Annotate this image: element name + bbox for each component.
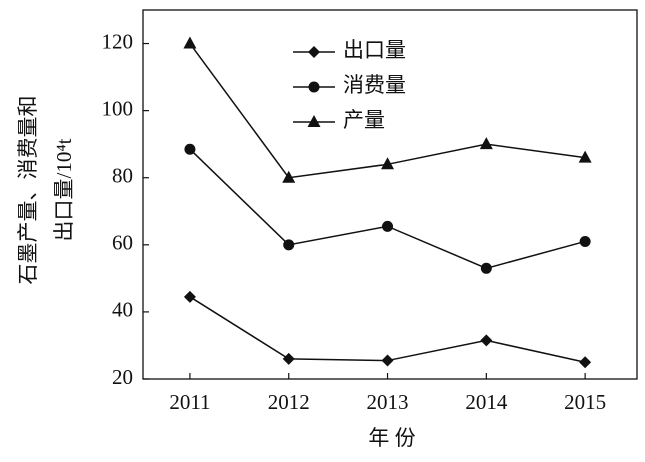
x-tick-label: 2012 (268, 390, 310, 414)
y-tick-label: 100 (102, 96, 134, 120)
legend-label: 消费量 (343, 73, 406, 97)
circle-marker (579, 235, 591, 247)
legend-label: 出口量 (343, 38, 406, 62)
circle-marker (283, 239, 295, 251)
triangle-marker (282, 170, 296, 183)
triangle-marker (381, 157, 395, 170)
y-tick-label: 40 (112, 298, 133, 322)
circle-marker (308, 81, 320, 93)
diamond-marker (381, 354, 394, 367)
triangle-marker (479, 137, 493, 150)
diamond-marker (282, 352, 295, 365)
triangle-marker (183, 36, 197, 49)
circle-marker (480, 262, 492, 274)
y-tick-label: 20 (112, 365, 133, 389)
x-axis-label: 年 份 (368, 426, 415, 450)
x-tick-label: 2015 (564, 390, 606, 414)
y-tick-label: 60 (112, 231, 133, 255)
circle-marker (184, 143, 196, 155)
x-tick-label: 2013 (367, 390, 409, 414)
triangle-marker (578, 150, 592, 163)
x-tick-label: 2014 (465, 390, 508, 414)
y-tick-label: 80 (112, 164, 133, 188)
diamond-marker (579, 356, 592, 369)
diamond-marker (308, 46, 320, 58)
y-tick-label: 120 (102, 29, 134, 53)
y-axis-label: 石墨产量、消费量和 (16, 96, 40, 285)
series-line (189, 296, 586, 363)
diamond-marker (480, 334, 493, 347)
y-axis-label: 出口量/10⁴t (52, 138, 76, 241)
legend-label: 产量 (343, 108, 385, 132)
plot-frame (142, 9, 638, 380)
y-axis-label-group: 石墨产量、消费量和 出口量/10⁴t (16, 96, 76, 285)
triangle-marker (307, 115, 321, 127)
x-tick-label: 2011 (169, 390, 210, 414)
diamond-marker (183, 290, 196, 303)
circle-marker (382, 220, 394, 232)
